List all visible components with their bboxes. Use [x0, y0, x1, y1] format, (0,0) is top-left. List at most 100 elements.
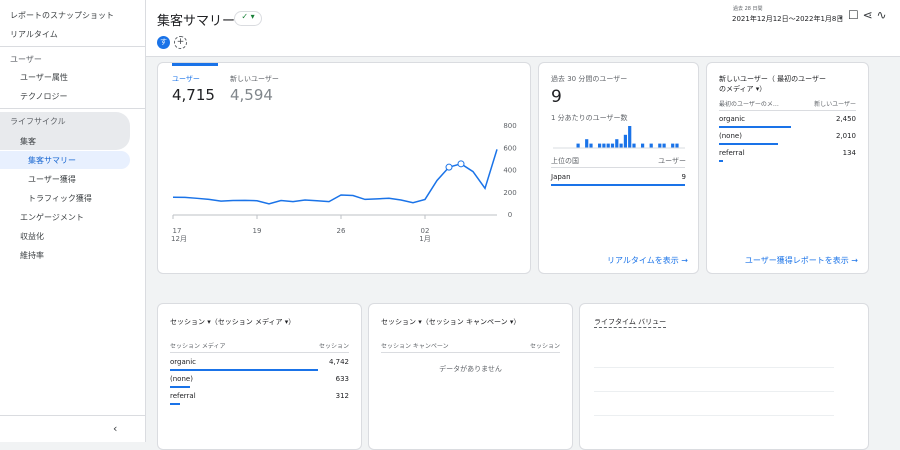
point	[457, 160, 465, 168]
lifetime-card: ライフタイム バリュー	[579, 303, 869, 450]
bar	[619, 143, 623, 148]
nav-item[interactable]: リアルタイム	[10, 30, 58, 39]
x-tick-label: 02	[421, 227, 430, 235]
date-range[interactable]: 2021年12月12日～2022年1月8日	[732, 15, 844, 23]
nav-item[interactable]: 維持率	[20, 251, 44, 260]
row-bar	[719, 160, 723, 162]
nav-child[interactable]: ユーザー獲得	[28, 175, 76, 184]
date-label: 過去 28 日間	[733, 6, 763, 12]
divider	[0, 108, 145, 109]
y-tick-label: 600	[503, 144, 516, 152]
card-title[interactable]: セッション ▾（セッション キャンペーン ▾）	[381, 318, 521, 326]
row-bar	[170, 386, 190, 388]
tab-label[interactable]: 新しいユーザー	[230, 75, 279, 83]
col-header: 新しいユーザー	[814, 101, 856, 108]
col-header: セッション	[318, 343, 349, 350]
date-dropdown[interactable]: ▾	[839, 14, 843, 22]
line-chart: 0 200 400 600 800 17 19 26 02 12月 1月	[171, 122, 517, 243]
overview-card: ユーザー 4,715 新しいユーザー 4,594	[157, 62, 531, 274]
bar	[589, 143, 593, 148]
page-title: 集客サマリー	[157, 14, 236, 29]
bar	[658, 143, 662, 148]
icons[interactable]: ☐ ⋖ ∿	[848, 8, 887, 22]
nav-child[interactable]: 集客サマリー	[28, 156, 76, 165]
bar	[662, 143, 666, 148]
bar	[649, 143, 653, 148]
row-label: (none)	[170, 375, 193, 383]
empty-grid	[594, 344, 834, 434]
row-value: 4,742	[328, 358, 349, 366]
tab-label[interactable]: ユーザー	[172, 75, 200, 83]
nav-child[interactable]: トラフィック獲得	[28, 194, 92, 203]
y-tick-label: 400	[503, 167, 516, 175]
sessions-medium-card: セッション ▾（セッション メディア ▾） セッション メディア セッション o…	[157, 303, 362, 450]
bar	[675, 143, 679, 148]
row-value: 312	[335, 392, 349, 400]
bar	[632, 143, 636, 148]
tab-value: 4,594	[230, 86, 273, 104]
divider	[551, 167, 685, 168]
col-header: 上位の国	[551, 157, 579, 165]
nav-item[interactable]: テクノロジー	[20, 92, 68, 101]
link-text[interactable]: ユーザー獲得レポートを表示	[744, 256, 849, 265]
row-label: (none)	[719, 132, 742, 140]
line	[172, 149, 498, 205]
nav-item[interactable]: レポートのスナップショット	[10, 11, 114, 20]
y-tick-label: 200	[503, 189, 516, 197]
nav-item[interactable]: 収益化	[20, 232, 44, 241]
col-header: セッション メディア	[170, 343, 226, 350]
bar	[641, 143, 645, 148]
nav-item[interactable]: エンゲージメント	[20, 213, 84, 222]
link[interactable]: リアルタイムを表示 →	[606, 256, 688, 265]
bar	[606, 143, 610, 148]
link[interactable]: ユーザー獲得レポートを表示 →	[744, 256, 858, 265]
realtime-card: 過去 30 分間のユーザー 9 1 分あたりのユーザー数 上位の国 ユーザー J…	[538, 62, 699, 274]
card-title[interactable]: 新しいユーザー（ 最初のユーザーのメディア ▾）	[719, 75, 826, 93]
bar	[602, 143, 606, 148]
collapse-icon[interactable]: ‹	[113, 422, 118, 435]
x-month-label: 1月	[419, 235, 430, 243]
sessions-campaign-card: セッション ▾（セッション キャンペーン ▾） セッション キャンペーン セッシ…	[368, 303, 573, 450]
divider	[0, 415, 145, 416]
divider	[170, 352, 349, 353]
row-bar	[719, 143, 779, 145]
col-header: 最初のユーザーのメ…	[719, 101, 779, 108]
col-header: ユーザー	[658, 157, 686, 165]
row-value: 134	[842, 149, 856, 157]
tab-value: 4,715	[172, 86, 215, 104]
nav-item[interactable]: ユーザー属性	[20, 73, 68, 82]
new-users-card: 新しいユーザー（ 最初のユーザーのメディア ▾） 最初のユーザーのメ… 新しいユ…	[706, 62, 869, 274]
subtitle: 1 分あたりのユーザー数	[551, 114, 628, 122]
row-label: referral	[170, 392, 196, 400]
bar	[623, 134, 627, 148]
row-bar	[170, 403, 180, 405]
row-value: 2,450	[835, 115, 856, 123]
col-header: セッション	[529, 343, 560, 350]
y-tick-label: 0	[508, 211, 512, 219]
col-header: セッション キャンペーン	[381, 343, 449, 350]
selected	[0, 151, 130, 169]
sidebar: レポートのスナップショット リアルタイム ユーザー ユーザー属性 テクノロジー …	[0, 0, 146, 442]
nav-item[interactable]: 集客	[20, 137, 36, 146]
divider	[719, 110, 856, 111]
bar	[671, 143, 675, 148]
x-tick-label: 19	[253, 227, 262, 235]
nav-section[interactable]: ライフサイクル	[10, 117, 66, 126]
nav-section[interactable]: ユーザー	[10, 55, 42, 64]
row-bar	[170, 369, 318, 371]
avatar[interactable]: す	[157, 36, 170, 49]
card-title[interactable]: セッション ▾（セッション メディア ▾）	[170, 318, 296, 326]
link-text[interactable]: リアルタイムを表示	[606, 256, 679, 265]
add-button[interactable]: +	[174, 36, 187, 49]
row-label: organic	[170, 358, 197, 366]
realtime-value: 9	[551, 87, 562, 107]
row-bar	[551, 184, 685, 186]
point	[445, 163, 453, 171]
bar	[598, 143, 602, 148]
bar	[576, 143, 580, 148]
status-chip[interactable]: ✓ ▾	[234, 11, 262, 26]
row-bar	[719, 126, 791, 128]
x-tick-label: 26	[337, 227, 346, 235]
table: organic 2,450 (none) 2,010 referral 134	[719, 115, 856, 175]
